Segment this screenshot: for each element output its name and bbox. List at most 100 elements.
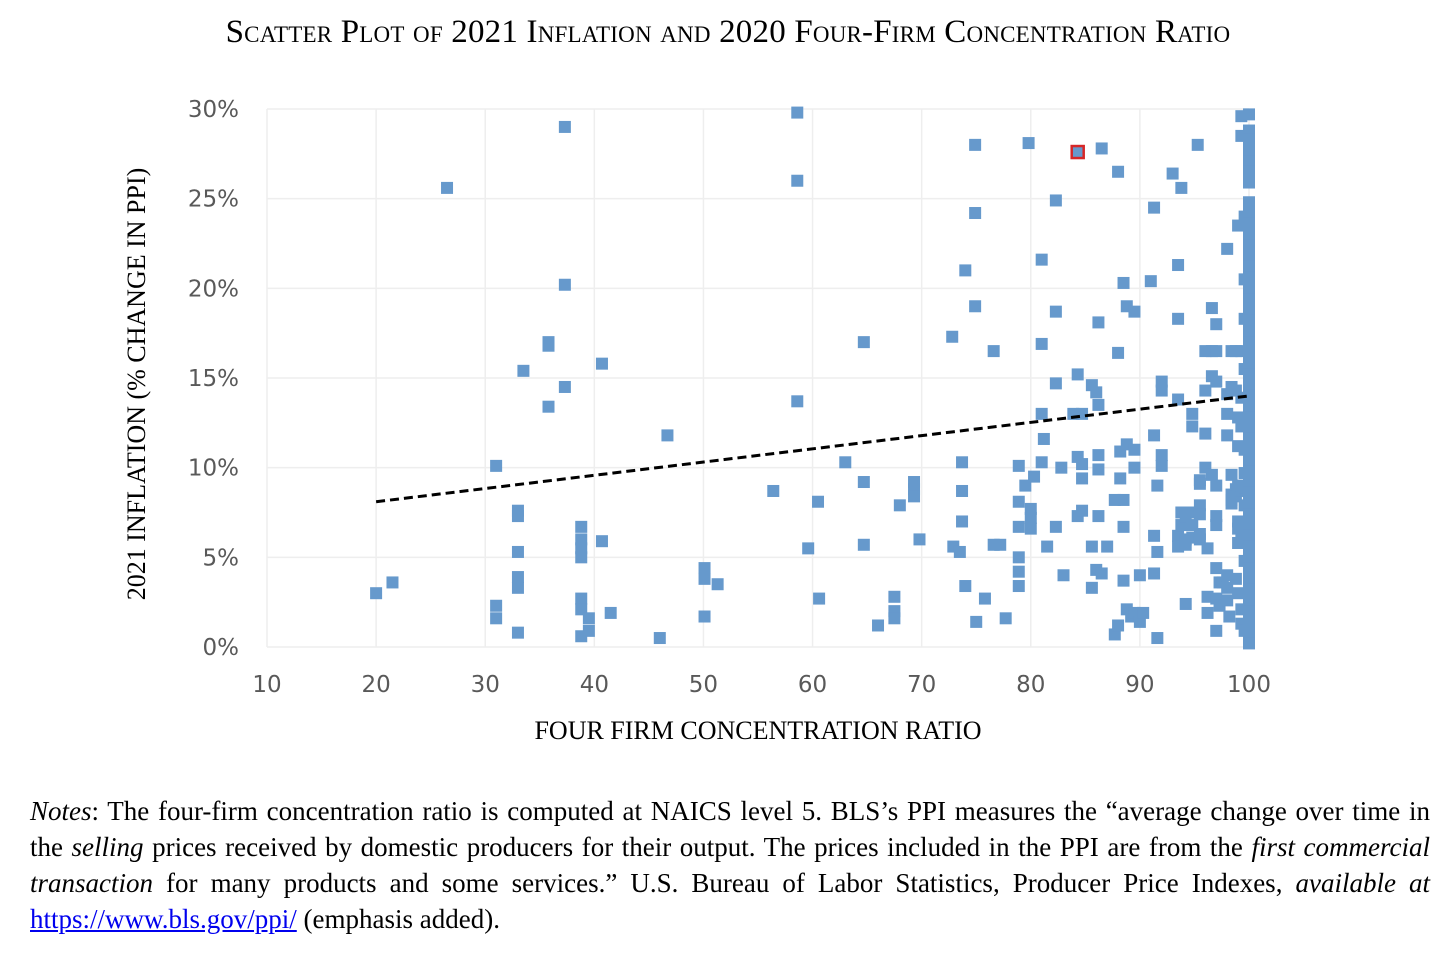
data-point (386, 576, 399, 589)
data-point (1128, 461, 1141, 474)
data-point (1095, 142, 1108, 155)
data-point (1210, 479, 1223, 492)
trendline (375, 394, 1250, 504)
data-point (956, 515, 969, 528)
bls-ppi-link[interactable]: https://www.bls.gov/ppi/ (30, 904, 297, 934)
data-point (969, 138, 982, 151)
data-point (511, 545, 524, 558)
data-point (1243, 196, 1255, 209)
data-point (1193, 477, 1206, 490)
data-point (517, 364, 530, 377)
data-point (575, 520, 588, 533)
data-point (1049, 377, 1062, 390)
y-tick-label: 5% (203, 545, 240, 571)
data-point (1243, 411, 1255, 424)
data-point (1201, 542, 1214, 555)
x-tick-label: 60 (798, 672, 827, 698)
data-point (511, 571, 524, 584)
data-point (1148, 201, 1161, 214)
data-point (511, 510, 524, 523)
data-point (1243, 476, 1255, 489)
y-axis-ticks: 0% 5% 10% 15% 20% 25% 30% (188, 97, 239, 661)
data-point (1128, 443, 1141, 456)
data-point (1012, 580, 1025, 593)
data-point (1243, 626, 1255, 639)
data-point (1243, 529, 1255, 542)
data-point (1243, 432, 1255, 445)
data-point (1112, 165, 1125, 178)
x-tick-label: 100 (1227, 672, 1271, 698)
data-point (1243, 486, 1255, 499)
data-point (1210, 562, 1223, 575)
data-point (575, 592, 588, 605)
y-tick-label: 30% (188, 97, 239, 123)
data-point (1055, 461, 1068, 474)
data-point (1205, 468, 1218, 481)
data-point (1243, 260, 1255, 273)
data-point (1243, 368, 1255, 381)
data-point (1243, 389, 1255, 402)
data-point (1092, 449, 1105, 462)
data-point (1037, 432, 1050, 445)
data-point (1243, 217, 1255, 230)
data-point (1243, 325, 1255, 338)
data-point (1210, 519, 1223, 532)
data-point (1243, 155, 1255, 168)
data-point (1210, 318, 1223, 331)
y-tick-label: 15% (188, 366, 239, 392)
data-point (1243, 637, 1255, 650)
data-point (1232, 587, 1245, 600)
data-point (1155, 449, 1168, 462)
y-tick-label: 20% (188, 276, 239, 302)
x-tick-label: 90 (1125, 672, 1154, 698)
data-point (1024, 522, 1037, 535)
y-axis-title: 2021 INFLATION (% CHANGE IN PPI) (122, 168, 151, 601)
data-point (1201, 606, 1214, 619)
data-point (791, 106, 804, 119)
data-point (1186, 420, 1199, 433)
data-point (1243, 594, 1255, 607)
data-point (1243, 250, 1255, 263)
data-point (1041, 540, 1054, 553)
data-point (1101, 540, 1114, 553)
data-point (1243, 207, 1255, 220)
data-point (1243, 540, 1255, 553)
data-point (1191, 138, 1204, 151)
notes-emphasis-2: first commercial transaction (30, 832, 1430, 898)
data-point (511, 626, 524, 639)
data-point (946, 330, 959, 343)
data-point (1012, 459, 1025, 472)
data-point (1243, 271, 1255, 284)
data-point (1243, 165, 1255, 178)
data-point (1179, 597, 1192, 610)
data-point (1076, 472, 1089, 485)
data-point (653, 632, 666, 645)
data-point (558, 278, 571, 291)
data-point (813, 592, 826, 605)
data-point (1223, 610, 1236, 623)
x-tick-label: 20 (361, 672, 390, 698)
data-point (1117, 493, 1130, 506)
data-point (1243, 357, 1255, 370)
data-point (595, 535, 608, 548)
notes-emphasis-3: available at (1295, 868, 1430, 898)
data-point (1112, 619, 1125, 632)
data-point (802, 542, 815, 555)
data-point (791, 395, 804, 408)
data-point (999, 612, 1012, 625)
data-point (1012, 520, 1025, 533)
data-point (953, 545, 966, 558)
data-point (857, 476, 870, 489)
data-point (1117, 520, 1130, 533)
data-point (1148, 529, 1161, 542)
data-point (558, 120, 571, 133)
data-point (978, 592, 991, 605)
y-tick-label: 25% (188, 187, 239, 213)
data-point (1092, 316, 1105, 329)
data-point (1243, 124, 1255, 137)
data-point (1092, 510, 1105, 523)
data-point (1243, 228, 1255, 241)
data-point (857, 538, 870, 551)
data-point (1210, 345, 1223, 358)
data-point (1117, 574, 1130, 587)
